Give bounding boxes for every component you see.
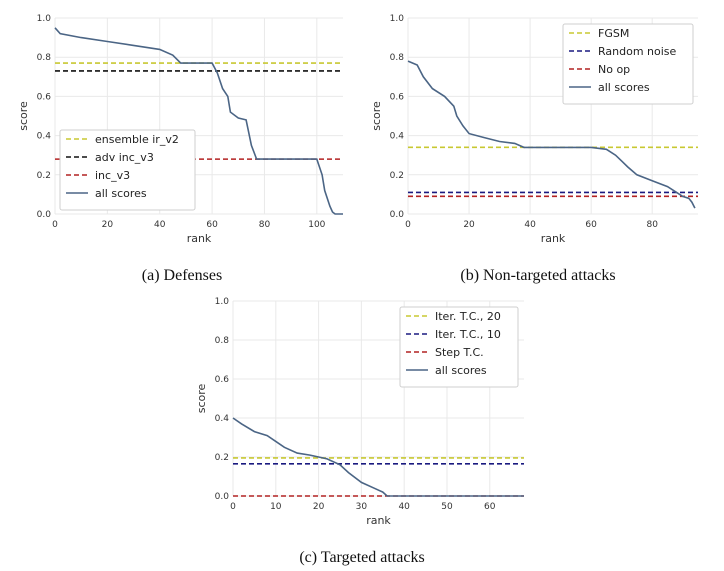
x-tick-label: 60	[484, 502, 496, 512]
y-tick-label: 0.2	[390, 171, 404, 181]
y-axis-label: score	[370, 101, 383, 131]
x-tick-label: 100	[308, 220, 325, 230]
legend-box	[562, 23, 694, 105]
series-line-3	[407, 60, 696, 209]
panel-caption: (c) Targeted attacks	[299, 549, 424, 566]
panel-caption: (a) Defenses	[142, 267, 222, 284]
x-tick-label: 20	[463, 220, 475, 230]
x-tick-label: 60	[206, 220, 218, 230]
y-tick-label: 0.4	[390, 132, 405, 142]
legend-entry-0: Iter. T.C., 20	[435, 310, 501, 323]
legend-entry-1: adv inc_v3	[95, 151, 154, 164]
legend-entry-3: all scores	[435, 364, 487, 377]
y-tick-label: 1.0	[390, 14, 405, 24]
y-tick-label: 0.4	[215, 414, 230, 424]
legend-entry-1: Iter. T.C., 10	[435, 328, 501, 341]
x-axis-label: rank	[366, 514, 391, 527]
x-tick-label: 30	[356, 502, 368, 512]
x-tick-label: 80	[259, 220, 271, 230]
legend: FGSM Random noise No op all scores	[562, 23, 694, 105]
legend-entry-2: inc_v3	[95, 169, 130, 182]
y-tick-label: 0.6	[215, 375, 230, 385]
y-tick-label: 1.0	[215, 297, 230, 307]
x-tick-label: 20	[102, 220, 114, 230]
x-tick-label: 20	[313, 502, 325, 512]
legend-entry-3: all scores	[598, 81, 650, 94]
y-tick-label: 0.8	[215, 336, 230, 346]
y-tick-label: 0.2	[215, 453, 229, 463]
x-tick-label: 0	[230, 502, 236, 512]
y-tick-label: 0.0	[390, 210, 405, 220]
x-tick-label: 50	[441, 502, 453, 512]
legend-entry-0: FGSM	[598, 27, 629, 40]
x-tick-label: 40	[154, 220, 166, 230]
x-tick-label: 10	[270, 502, 282, 512]
panel-defenses: 0.0 0.2 0.4 0.6 0.8 1.0 0 20 40 60 80 100 rank score e…	[17, 14, 343, 284]
panel-caption: (b) Non-targeted attacks	[460, 267, 615, 284]
y-tick-label: 1.0	[37, 14, 52, 24]
y-tick-label: 0.2	[37, 171, 51, 181]
panel-targeted-attacks: 0.0 0.2 0.4 0.6 0.8 1.0 0 10 20 30 40 50 60 rank score…	[195, 297, 524, 566]
legend-box	[399, 306, 519, 388]
y-tick-label: 0.0	[37, 210, 52, 220]
y-tick-label: 0.4	[37, 132, 52, 142]
legend-entry-2: Step T.C.	[435, 346, 484, 359]
legend-box	[59, 129, 196, 211]
x-tick-label: 0	[405, 220, 411, 230]
y-tick-label: 0.0	[215, 492, 230, 502]
legend-entry-0: ensemble ir_v2	[95, 133, 179, 146]
series-line-3	[232, 417, 524, 497]
x-tick-label: 80	[646, 220, 658, 230]
y-tick-label: 0.6	[37, 92, 52, 102]
legend: Iter. T.C., 20 Iter. T.C., 10 Step T.C. all…	[399, 306, 519, 388]
y-axis-label: score	[17, 101, 30, 131]
x-tick-label: 0	[52, 220, 58, 230]
legend-entry-1: Random noise	[598, 45, 677, 58]
x-tick-label: 40	[398, 502, 410, 512]
y-axis-label: score	[195, 383, 208, 413]
x-tick-label: 40	[524, 220, 536, 230]
y-tick-label: 0.8	[37, 53, 52, 63]
x-axis-label: rank	[541, 232, 566, 245]
y-tick-label: 0.6	[390, 92, 405, 102]
x-axis-label: rank	[187, 232, 212, 245]
x-tick-label: 60	[585, 220, 597, 230]
y-tick-label: 0.8	[390, 53, 405, 63]
legend-entry-3: all scores	[95, 187, 147, 200]
panel-non-targeted-attacks: 0.0 0.2 0.4 0.6 0.8 1.0 0 20 40 60 80 rank score FGSM…	[370, 14, 698, 284]
series-line-3	[54, 27, 343, 215]
legend-entry-2: No op	[598, 63, 630, 76]
